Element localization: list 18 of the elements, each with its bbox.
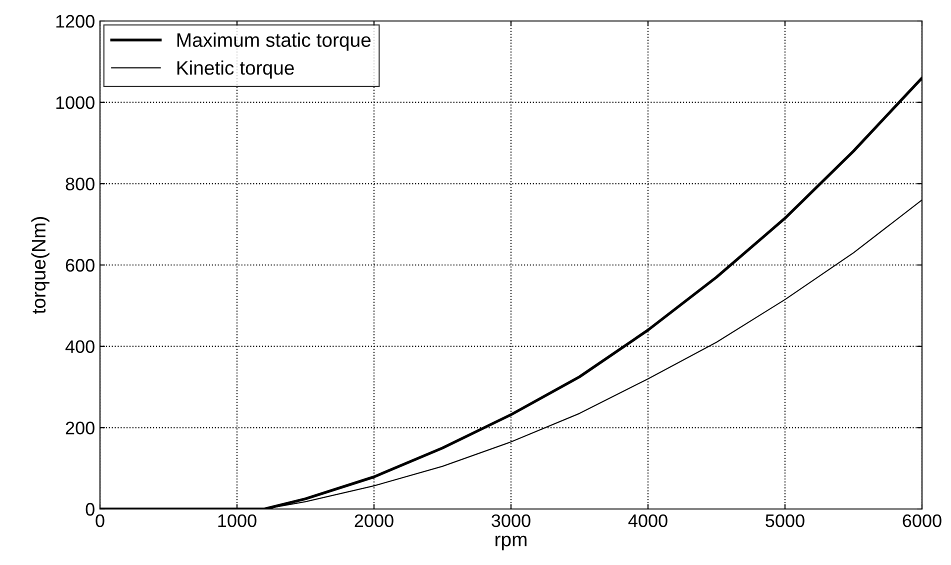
y-axis-title: torque(Nm) [31,217,50,314]
legend-label: Kinetic torque [177,60,294,79]
x-tick-label: 4000 [628,514,668,528]
x-tick-label: 3000 [492,514,530,528]
y-tick-label: 1000 [56,96,94,110]
y-tick-label: 200 [66,422,94,434]
x-tick-label: 0 [96,514,104,528]
legend-label: Maximum static torque [177,32,371,51]
y-tick-label: 0 [86,502,94,516]
y-tick-label: 400 [65,340,94,354]
x-tick-label: 5000 [766,514,804,528]
x-tick-label: 6000 [902,514,942,528]
y-tick-label: 800 [66,178,94,190]
y-tick-label: 1200 [56,14,94,28]
y-tick-label: 600 [66,258,94,272]
x-axis-title: rpm [496,536,526,550]
x-tick-label: 2000 [354,514,394,528]
x-tick-label: 1000 [218,514,256,528]
